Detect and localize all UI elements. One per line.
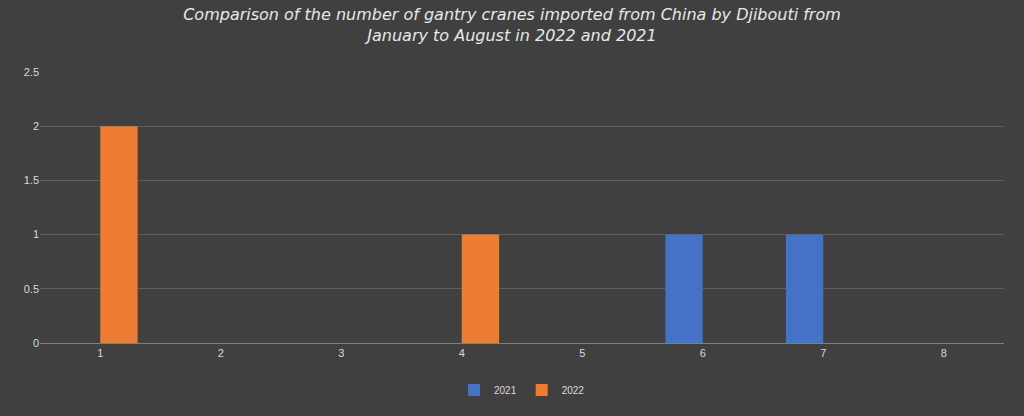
svg-text:Comparison of the number of ga: Comparison of the number of gantry crane… [183,5,841,45]
svg-text:7: 7 [820,347,826,359]
svg-text:2.5: 2.5 [24,66,39,78]
svg-text:8: 8 [941,347,947,359]
svg-text:2022: 2022 [562,385,585,396]
svg-text:2: 2 [33,120,39,132]
svg-text:0: 0 [33,337,39,349]
svg-text:1: 1 [33,228,39,240]
svg-text:3: 3 [338,347,344,359]
svg-text:0.5: 0.5 [24,283,39,295]
svg-text:2021: 2021 [494,385,517,396]
svg-text:2: 2 [218,347,224,359]
svg-text:1: 1 [97,347,103,359]
svg-text:4: 4 [459,347,465,359]
svg-text:5: 5 [579,347,585,359]
svg-text:1.5: 1.5 [24,174,39,186]
svg-text:6: 6 [700,347,706,359]
